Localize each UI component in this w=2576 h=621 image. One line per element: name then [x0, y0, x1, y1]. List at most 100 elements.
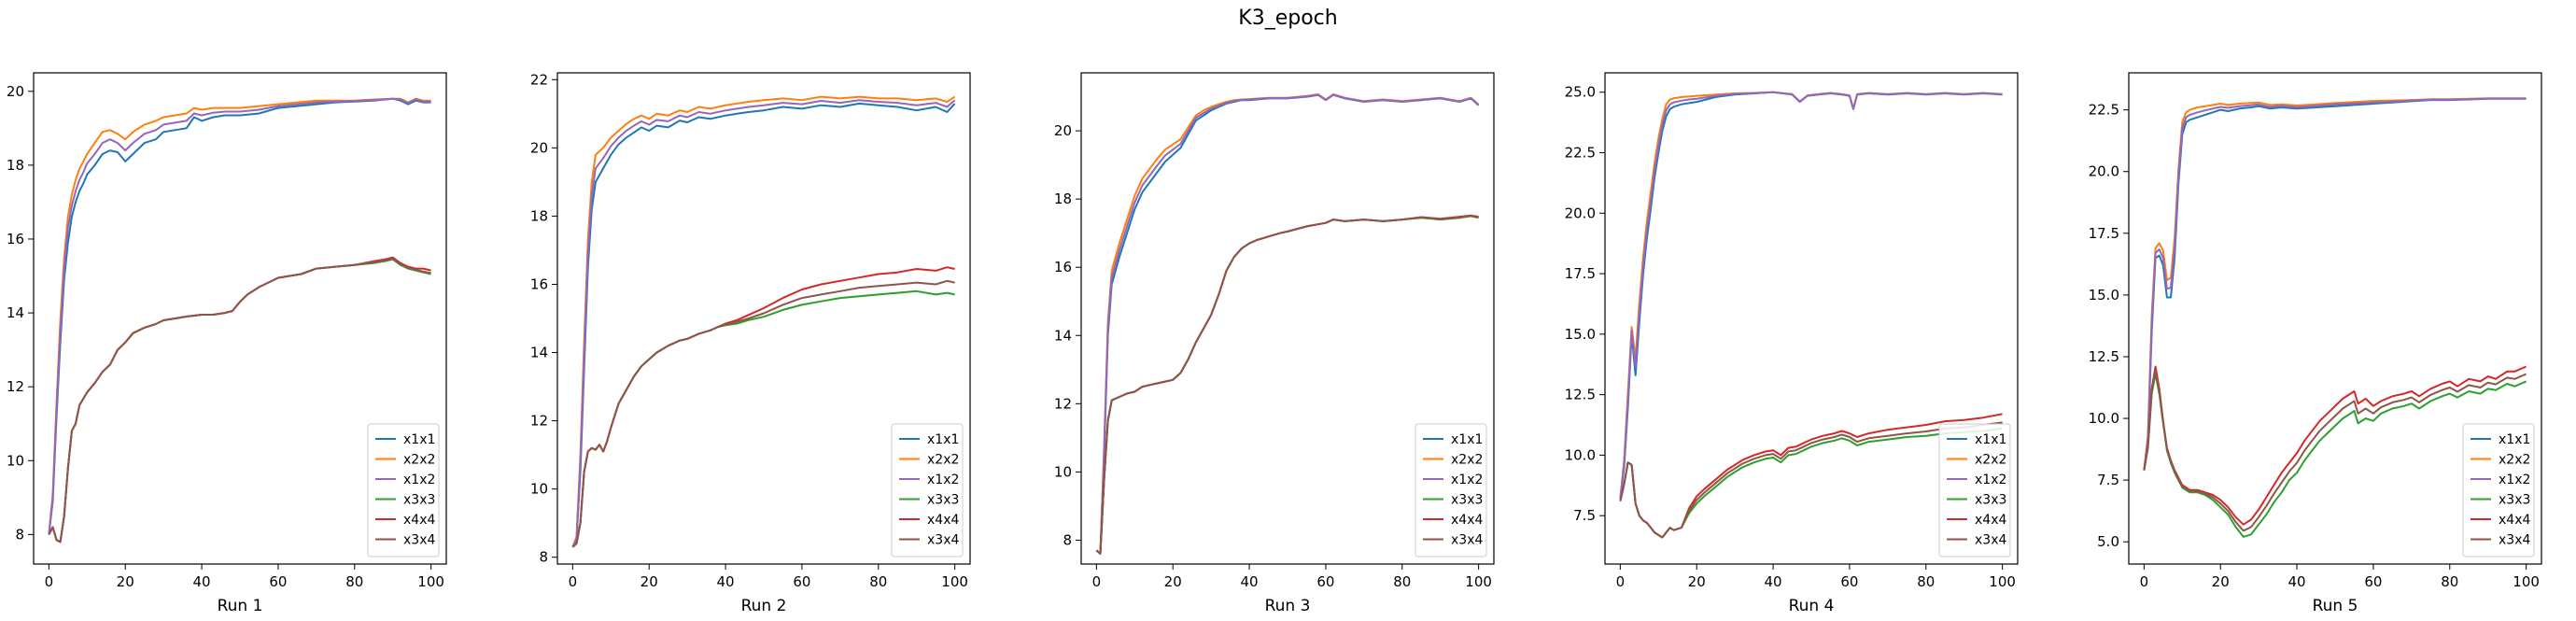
x-tick-label: 60 — [1316, 573, 1334, 590]
x-tick-label: 40 — [2288, 573, 2306, 590]
x-tick-label: 100 — [2513, 573, 2540, 590]
x-tick-label: 0 — [45, 573, 54, 590]
legend-label-x1x1: x1x1 — [1451, 432, 1483, 447]
y-tick-label: 8 — [15, 526, 24, 543]
legend-label-x1x2: x1x2 — [2499, 473, 2530, 487]
y-tick-label: 12 — [1054, 395, 1072, 412]
axes-frame — [1080, 72, 1495, 565]
y-tick-label: 22 — [530, 71, 548, 88]
x-tick-label: 20 — [640, 573, 658, 590]
subplot-run-5: 0 20 40 60 80 100 5.0 7.5 10.0 12.5 15.0 17.5 20.0 22… — [2089, 72, 2542, 615]
x-tick-label: 0 — [569, 573, 578, 590]
y-tick-label: 7.5 — [1573, 507, 1596, 524]
y-tick-label: 20 — [530, 139, 548, 156]
legend-label-x1x1: x1x1 — [403, 432, 435, 447]
series-line-x1x2 — [1095, 93, 1480, 555]
legend-label-x3x4: x3x4 — [1451, 533, 1483, 548]
y-tick-label: 12 — [530, 413, 548, 430]
legend-label-x3x4: x3x4 — [2499, 533, 2530, 548]
legend: x1x1 x2x2 x1x2 x3x3 x4x4 x3x4 — [367, 423, 440, 557]
y-tick-label: 18 — [530, 207, 548, 224]
x-tick-label: 80 — [2441, 573, 2458, 590]
y-tick-label: 16 — [530, 275, 548, 292]
x-tick-label: 0 — [1616, 573, 1626, 590]
legend-label-x4x4: x4x4 — [1451, 513, 1483, 528]
x-tick-label: 0 — [2140, 573, 2149, 590]
legend-box — [1415, 423, 1487, 557]
legend-box — [367, 423, 440, 557]
y-tick-label: 10 — [530, 481, 548, 498]
y-tick-label: 12.5 — [2089, 348, 2119, 365]
x-tick-label: 20 — [1688, 573, 1706, 590]
y-tick-label: 12.5 — [1565, 387, 1596, 403]
series-line-x3x4 — [1619, 421, 2003, 539]
legend-box — [1938, 423, 2011, 557]
series-line-x1x2 — [1619, 91, 2003, 500]
legend-label-x3x3: x3x3 — [403, 493, 435, 508]
y-tick-label: 20.0 — [2089, 163, 2119, 180]
x-axis-label: Run 1 — [218, 597, 263, 615]
y-tick-label: 10 — [7, 452, 24, 469]
legend-label-x1x1: x1x1 — [927, 432, 959, 447]
legend-box — [2462, 423, 2535, 557]
y-tick-label: 17.5 — [2089, 225, 2119, 242]
legend: x1x1 x2x2 x1x2 x3x3 x4x4 x3x4 — [2462, 423, 2535, 557]
x-tick-label: 80 — [1917, 573, 1935, 590]
y-tick-label: 22.5 — [1565, 145, 1596, 162]
legend-label-x1x2: x1x2 — [1975, 473, 2006, 487]
y-tick-label: 22.5 — [2089, 102, 2119, 119]
axes-frame — [1604, 72, 2019, 565]
x-tick-label: 60 — [1840, 573, 1858, 590]
x-tick-label: 60 — [269, 573, 287, 590]
legend-label-x2x2: x2x2 — [927, 453, 959, 468]
series-line-x3x4 — [48, 257, 431, 543]
y-tick-label: 18 — [7, 157, 24, 174]
series-line-x1x1 — [571, 102, 956, 548]
axes-frame — [2128, 72, 2542, 565]
y-tick-label: 18 — [1054, 191, 1072, 207]
x-tick-label: 40 — [717, 573, 735, 590]
x-tick-label: 100 — [417, 573, 444, 590]
x-tick-label: 20 — [2212, 573, 2230, 590]
legend-label-x3x3: x3x3 — [1451, 493, 1483, 508]
series-line-x2x2 — [571, 95, 956, 548]
x-axis-label: Run 3 — [1265, 597, 1311, 615]
y-tick-label: 10 — [1054, 463, 1072, 480]
x-tick-label: 20 — [117, 573, 134, 590]
x-tick-label: 100 — [1989, 573, 2016, 590]
legend-label-x2x2: x2x2 — [1975, 453, 2006, 468]
series-line-x1x2 — [48, 97, 431, 535]
series-line-x3x4 — [2143, 369, 2527, 532]
x-tick-label: 40 — [1765, 573, 1782, 590]
series-line-x3x4 — [1095, 215, 1479, 555]
x-tick-label: 100 — [941, 573, 968, 590]
legend-label-x3x3: x3x3 — [1975, 493, 2006, 508]
x-tick-label: 80 — [1393, 573, 1411, 590]
legend-label-x4x4: x4x4 — [927, 513, 959, 528]
x-axis-label: Run 5 — [2313, 597, 2358, 615]
x-tick-label: 20 — [1164, 573, 1182, 590]
figure-title: K3_epoch — [1238, 7, 1337, 30]
subplot-run-2: 0 20 40 60 80 100 8 10 12 14 16 18 20 22 Run 2 x1x1 x2x2… — [530, 71, 971, 615]
axes-frame — [33, 72, 447, 565]
y-tick-label: 25.0 — [1565, 84, 1596, 101]
legend-box — [891, 423, 964, 557]
legend-label-x1x2: x1x2 — [1451, 473, 1483, 487]
legend: x1x1 x2x2 x1x2 x3x3 x4x4 x3x4 — [1415, 423, 1487, 557]
x-tick-label: 60 — [2364, 573, 2382, 590]
legend-label-x1x2: x1x2 — [403, 473, 435, 487]
y-tick-label: 14 — [7, 304, 24, 321]
y-tick-label: 5.0 — [2097, 533, 2119, 550]
y-tick-label: 14 — [1054, 327, 1072, 344]
y-tick-label: 10.0 — [2089, 410, 2119, 427]
y-tick-label: 20.0 — [1565, 205, 1596, 221]
x-tick-label: 40 — [1241, 573, 1259, 590]
legend-label-x2x2: x2x2 — [1451, 453, 1483, 468]
x-tick-label: 40 — [193, 573, 211, 590]
legend-label-x4x4: x4x4 — [2499, 513, 2530, 528]
x-tick-label: 60 — [793, 573, 810, 590]
